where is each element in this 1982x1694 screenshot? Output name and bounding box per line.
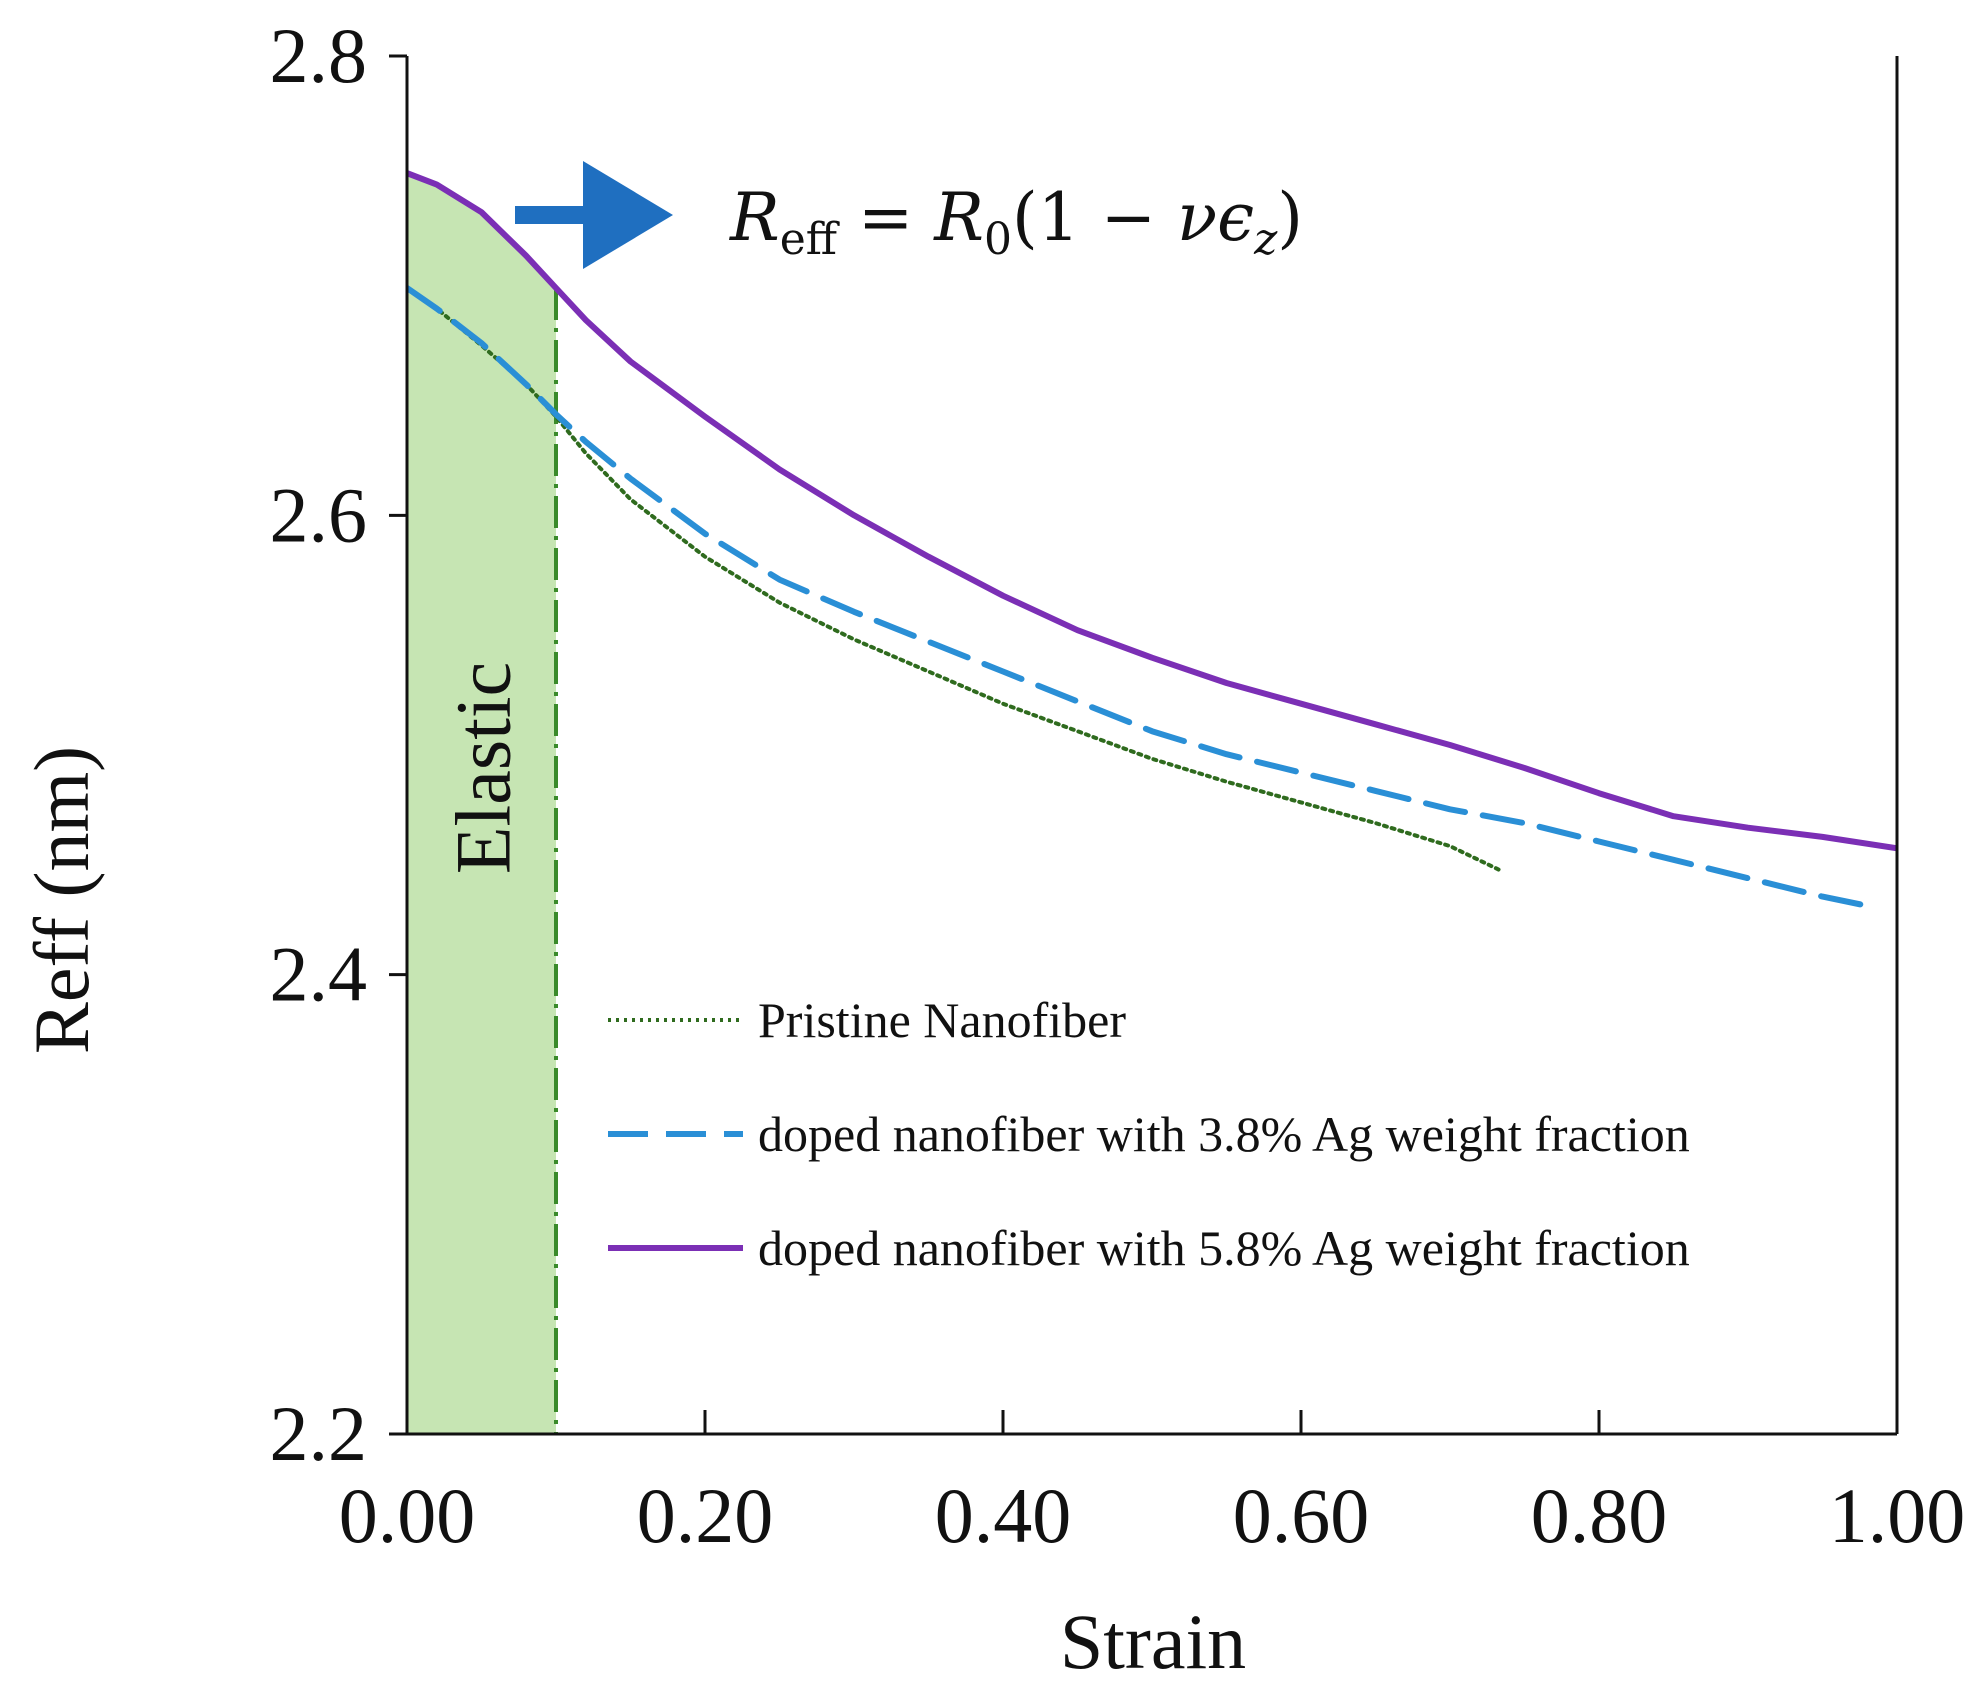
equation-text: Reff = R0(1 − νϵz) xyxy=(729,179,1303,265)
legend-label-2: doped nanofiber with 3.8% Ag weight frac… xyxy=(758,1106,1690,1162)
equation-subscript-0: 0 xyxy=(984,214,1012,265)
x-tick-label: 0.20 xyxy=(637,1472,774,1559)
elastic-region-label: Elastic xyxy=(440,662,527,874)
x-tick-label: 1.00 xyxy=(1829,1472,1966,1559)
equation-symbol-epsilon: ϵ xyxy=(1217,179,1254,256)
elastic-region: Elastic xyxy=(405,173,558,1434)
y-tick-label: 2.6 xyxy=(270,471,368,558)
equation-subscript-eff: eff xyxy=(780,214,840,265)
series-line-2 xyxy=(407,285,1871,909)
equation-subscript-z: z xyxy=(1253,214,1278,265)
equation-equals: = xyxy=(837,179,934,256)
x-tick-label: 0.00 xyxy=(339,1472,476,1559)
elastic-region-fill xyxy=(407,173,556,1434)
y-tick-label: 2.8 xyxy=(270,12,368,99)
y-tick-label: 2.4 xyxy=(270,931,368,1018)
equation-paren-open: (1 − xyxy=(1012,179,1177,256)
equation-paren-close: ) xyxy=(1277,179,1303,256)
x-ticks: 0.00 0.20 0.40 0.60 0.80 1.00 xyxy=(339,1410,1966,1559)
series-lines xyxy=(407,170,1897,909)
x-axis-title: Strain xyxy=(1060,1598,1246,1685)
equation-annotation: Reff = R0(1 − νϵz) xyxy=(515,161,1303,269)
y-axis-title: Reff (nm) xyxy=(18,746,105,1054)
equation-symbol-r: R xyxy=(729,179,780,256)
x-tick-label: 0.80 xyxy=(1531,1472,1668,1559)
equation-symbol-nu: ν xyxy=(1177,179,1217,256)
x-tick-label: 0.40 xyxy=(935,1472,1072,1559)
x-tick-label: 0.60 xyxy=(1233,1472,1370,1559)
y-tick-label: 2.2 xyxy=(270,1390,368,1477)
legend-label-1: Pristine Nanofiber xyxy=(758,992,1126,1048)
axes xyxy=(405,56,1899,1436)
legend: Pristine Nanofiber doped nanofiber with 3… xyxy=(608,992,1690,1276)
legend-label-3: doped nanofiber with 5.8% Ag weight frac… xyxy=(758,1220,1690,1276)
series-line-3 xyxy=(407,170,1897,852)
equation-symbol-r0: R xyxy=(933,179,984,256)
y-ticks: 2.2 2.4 2.6 2.8 xyxy=(270,12,407,1477)
